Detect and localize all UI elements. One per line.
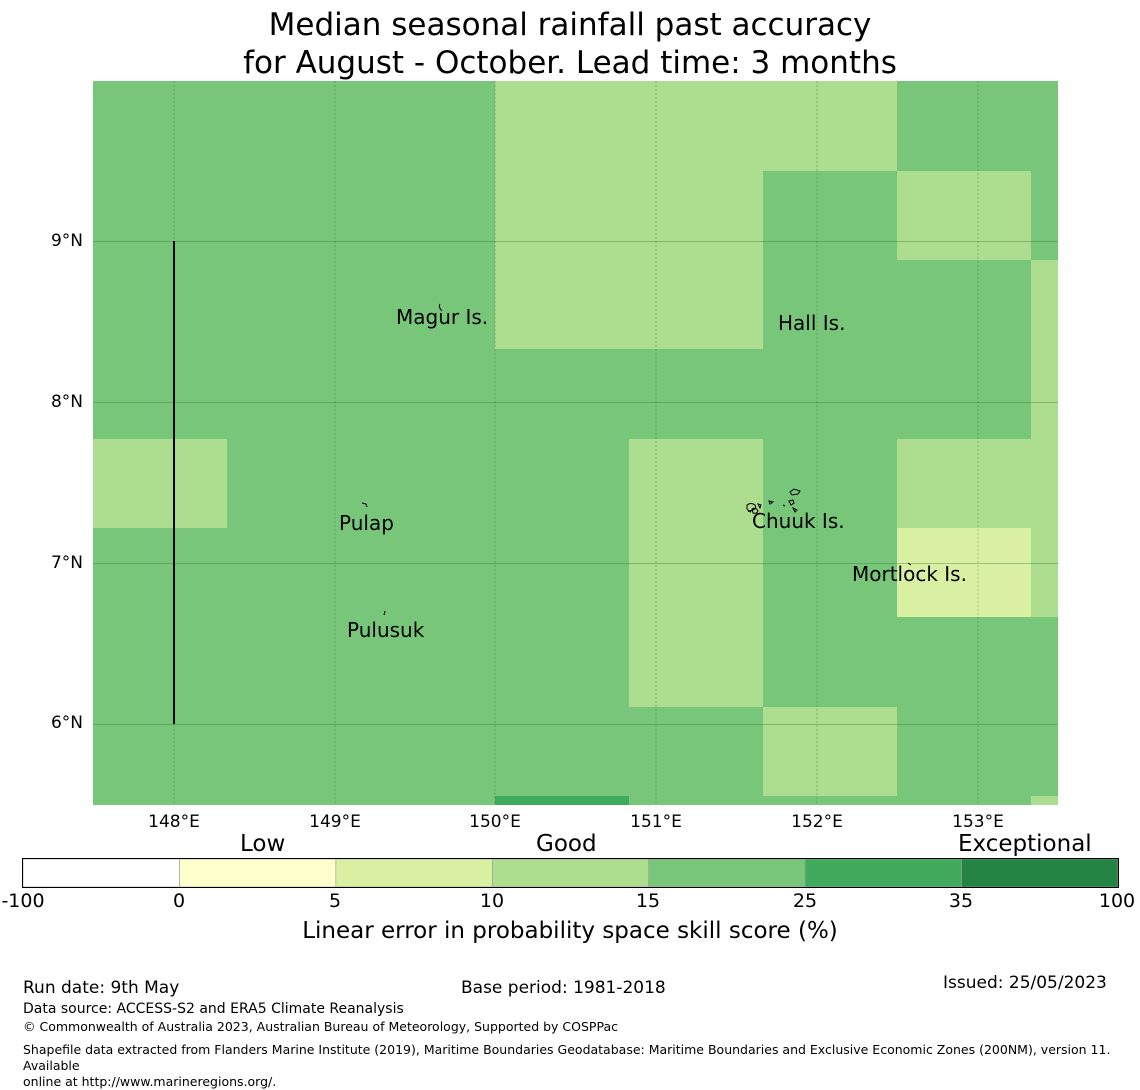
skill-grid-cells bbox=[93, 81, 1058, 805]
graticule bbox=[93, 81, 1058, 805]
colorbar-tick-label: 10 bbox=[479, 890, 505, 912]
colorbar-box bbox=[491, 858, 650, 888]
colorbar bbox=[22, 858, 1119, 888]
chuuk-islands-outline bbox=[746, 488, 801, 514]
colorbar-tick-label: 100 bbox=[1098, 890, 1136, 912]
island-outlines bbox=[361, 303, 912, 616]
colorbar-tick-label: 35 bbox=[948, 890, 974, 912]
lon-tick-label: 153°E bbox=[952, 812, 1004, 832]
lat-tick-label: 6°N bbox=[50, 713, 83, 733]
colorbar-category-low: Low bbox=[240, 831, 286, 857]
skill-score-map bbox=[93, 81, 1058, 805]
grid-cell bbox=[1031, 796, 1058, 805]
grid-cell bbox=[629, 439, 763, 707]
place-label-pulap: Pulap bbox=[339, 511, 394, 535]
colorbar-category-good: Good bbox=[536, 831, 597, 857]
grid-cell bbox=[1031, 260, 1058, 439]
place-label-hall: Hall Is. bbox=[778, 311, 846, 335]
colorbar-tick-label: 15 bbox=[635, 890, 661, 912]
magur-island-outline bbox=[438, 303, 443, 312]
colorbar-title: Linear error in probability space skill … bbox=[302, 918, 838, 944]
grid-cell bbox=[763, 81, 897, 171]
shapefile-credit-line2: online at http://www.marineregions.org/. bbox=[23, 1074, 277, 1089]
lon-tick-label: 152°E bbox=[791, 812, 843, 832]
shapefile-credit: Shapefile data extracted from Flanders M… bbox=[23, 1042, 1135, 1090]
run-date: Run date: 9th May bbox=[23, 978, 180, 998]
map-title-line2: for August - October. Lead time: 3 month… bbox=[243, 45, 897, 81]
pulap-island-outline bbox=[361, 502, 368, 508]
colorbar-category-exceptional: Exceptional bbox=[958, 831, 1092, 857]
colorbar-tick-label: 0 bbox=[172, 890, 186, 912]
colorbar-boxes bbox=[22, 858, 1119, 888]
lon-tick-label: 151°E bbox=[630, 812, 682, 832]
grid-cell bbox=[897, 439, 1031, 528]
shapefile-credit-line1: Shapefile data extracted from Flanders M… bbox=[23, 1042, 1111, 1073]
grid-cell bbox=[495, 171, 763, 349]
grid-cell bbox=[495, 81, 763, 171]
grid-cell bbox=[897, 528, 1031, 617]
issued-date: Issued: 25/05/2023 bbox=[943, 973, 1107, 993]
grid-cell bbox=[495, 796, 629, 805]
map-title-line1: Median seasonal rainfall past accuracy bbox=[268, 7, 872, 43]
lat-tick-label: 7°N bbox=[50, 553, 83, 573]
grid-cell bbox=[897, 171, 1031, 260]
pulusuk-island-outline bbox=[383, 610, 386, 616]
colorbar-box bbox=[179, 858, 337, 888]
colorbar-box bbox=[804, 858, 962, 888]
mortlock-island-outline bbox=[907, 562, 912, 566]
colorbar-tick-label: 5 bbox=[328, 890, 342, 912]
copyright-notice: © Commonwealth of Australia 2023, Austra… bbox=[23, 1019, 618, 1034]
colorbar-tick-label: 25 bbox=[792, 890, 818, 912]
lon-tick-label: 148°E bbox=[148, 812, 200, 832]
place-label-mortlock: Mortlock Is. bbox=[852, 562, 967, 586]
colorbar-outline bbox=[22, 858, 1119, 888]
map-title: Median seasonal rainfall past accuracy f… bbox=[0, 6, 1140, 82]
colorbar-box bbox=[335, 858, 493, 888]
grid-cell bbox=[763, 707, 897, 796]
grid-cell bbox=[1031, 439, 1058, 617]
lon-tick-label: 149°E bbox=[309, 812, 361, 832]
place-label-chuuk: Chuuk Is. bbox=[752, 509, 845, 533]
base-period: Base period: 1981-2018 bbox=[461, 978, 666, 998]
lon-tick-label: 150°E bbox=[469, 812, 521, 832]
lat-tick-label: 9°N bbox=[50, 231, 83, 251]
colorbar-tick-label: -100 bbox=[1, 890, 45, 912]
data-source: Data source: ACCESS-S2 and ERA5 Climate … bbox=[23, 1001, 404, 1017]
place-label-magur: Magur Is. bbox=[396, 305, 489, 329]
colorbar-box bbox=[22, 858, 180, 888]
colorbar-box bbox=[648, 858, 806, 888]
place-label-pulusuk: Pulusuk bbox=[347, 618, 425, 642]
lat-tick-label: 8°N bbox=[50, 392, 83, 412]
colorbar-box bbox=[961, 858, 1119, 888]
grid-cell bbox=[93, 439, 227, 528]
